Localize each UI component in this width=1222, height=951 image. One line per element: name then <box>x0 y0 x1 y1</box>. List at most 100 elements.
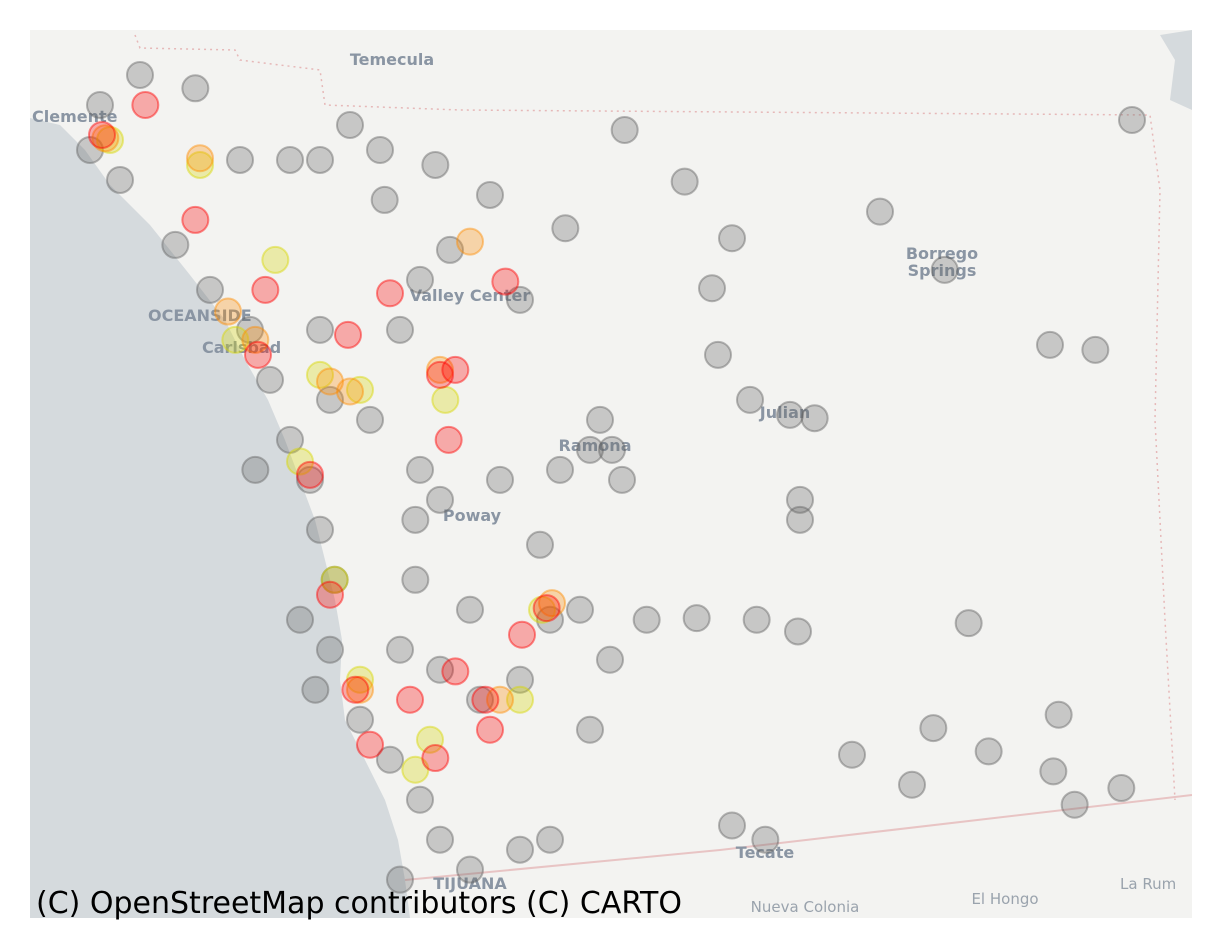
point <box>396 685 424 714</box>
point <box>682 604 711 633</box>
point <box>196 275 224 304</box>
point <box>551 214 580 243</box>
point <box>221 325 250 354</box>
point <box>919 714 948 743</box>
point <box>406 785 434 814</box>
points <box>76 60 1146 894</box>
point <box>334 320 362 349</box>
point <box>476 715 504 744</box>
point <box>536 605 564 634</box>
place-label: Julian <box>759 403 811 422</box>
point <box>476 180 504 209</box>
point <box>456 227 484 256</box>
point <box>406 265 434 294</box>
point <box>251 275 280 304</box>
point <box>386 635 414 664</box>
ocean <box>30 118 410 918</box>
point <box>786 485 814 514</box>
point <box>426 360 454 389</box>
point <box>1036 330 1064 359</box>
point <box>261 245 290 274</box>
point <box>491 267 520 296</box>
point <box>161 230 190 259</box>
point <box>356 405 384 434</box>
point <box>306 145 334 174</box>
point <box>401 505 430 534</box>
lake <box>1160 30 1192 110</box>
point <box>866 197 894 226</box>
point <box>401 755 430 784</box>
point <box>736 385 764 414</box>
point <box>1081 335 1110 364</box>
point <box>316 367 344 396</box>
point <box>954 609 983 638</box>
point <box>416 725 444 754</box>
point <box>296 465 324 494</box>
point <box>181 74 210 103</box>
point <box>366 135 394 164</box>
point <box>301 675 330 704</box>
point <box>566 595 594 624</box>
attribution: (C) OpenStreetMap contributors (C) CARTO <box>36 886 682 921</box>
point <box>186 144 214 173</box>
place-label: Tecate <box>736 843 795 862</box>
point <box>341 675 370 704</box>
point <box>898 770 926 799</box>
point <box>576 435 604 464</box>
point <box>930 255 959 284</box>
point <box>441 657 470 686</box>
point <box>838 740 866 769</box>
point <box>76 135 104 164</box>
point <box>486 685 514 714</box>
place-label: Clemente <box>32 107 118 126</box>
point <box>456 855 484 884</box>
point <box>296 460 324 489</box>
point <box>276 425 304 454</box>
place-label: Valley Center <box>410 286 531 305</box>
point <box>96 125 124 154</box>
point <box>320 565 349 594</box>
point <box>346 675 374 704</box>
point <box>632 605 661 634</box>
point <box>336 110 364 139</box>
point <box>441 355 470 384</box>
point <box>241 455 270 484</box>
point <box>426 485 454 514</box>
point <box>306 360 334 389</box>
point <box>276 145 304 174</box>
place-label: OCEANSIDE <box>148 306 252 325</box>
point <box>91 124 120 153</box>
point <box>346 705 374 734</box>
point <box>236 315 264 344</box>
point <box>431 385 460 414</box>
point <box>456 595 484 624</box>
point <box>546 455 574 484</box>
point <box>131 90 160 119</box>
point <box>406 455 434 484</box>
point <box>598 435 626 464</box>
place-label: Temecula <box>350 50 434 69</box>
point <box>526 530 554 559</box>
point <box>528 595 556 624</box>
point <box>126 60 154 89</box>
point <box>421 744 450 773</box>
place-label: El Hongo <box>971 890 1038 908</box>
point <box>376 279 404 308</box>
point <box>316 385 344 414</box>
point <box>244 340 272 369</box>
point <box>532 594 561 623</box>
point <box>401 565 430 594</box>
point <box>670 167 699 196</box>
point <box>316 635 344 664</box>
point <box>586 405 614 434</box>
point <box>538 589 566 618</box>
point <box>186 150 214 179</box>
point <box>776 400 804 429</box>
point <box>486 465 514 494</box>
point <box>214 297 242 326</box>
point <box>608 465 636 494</box>
point <box>506 665 534 694</box>
point <box>86 90 114 119</box>
